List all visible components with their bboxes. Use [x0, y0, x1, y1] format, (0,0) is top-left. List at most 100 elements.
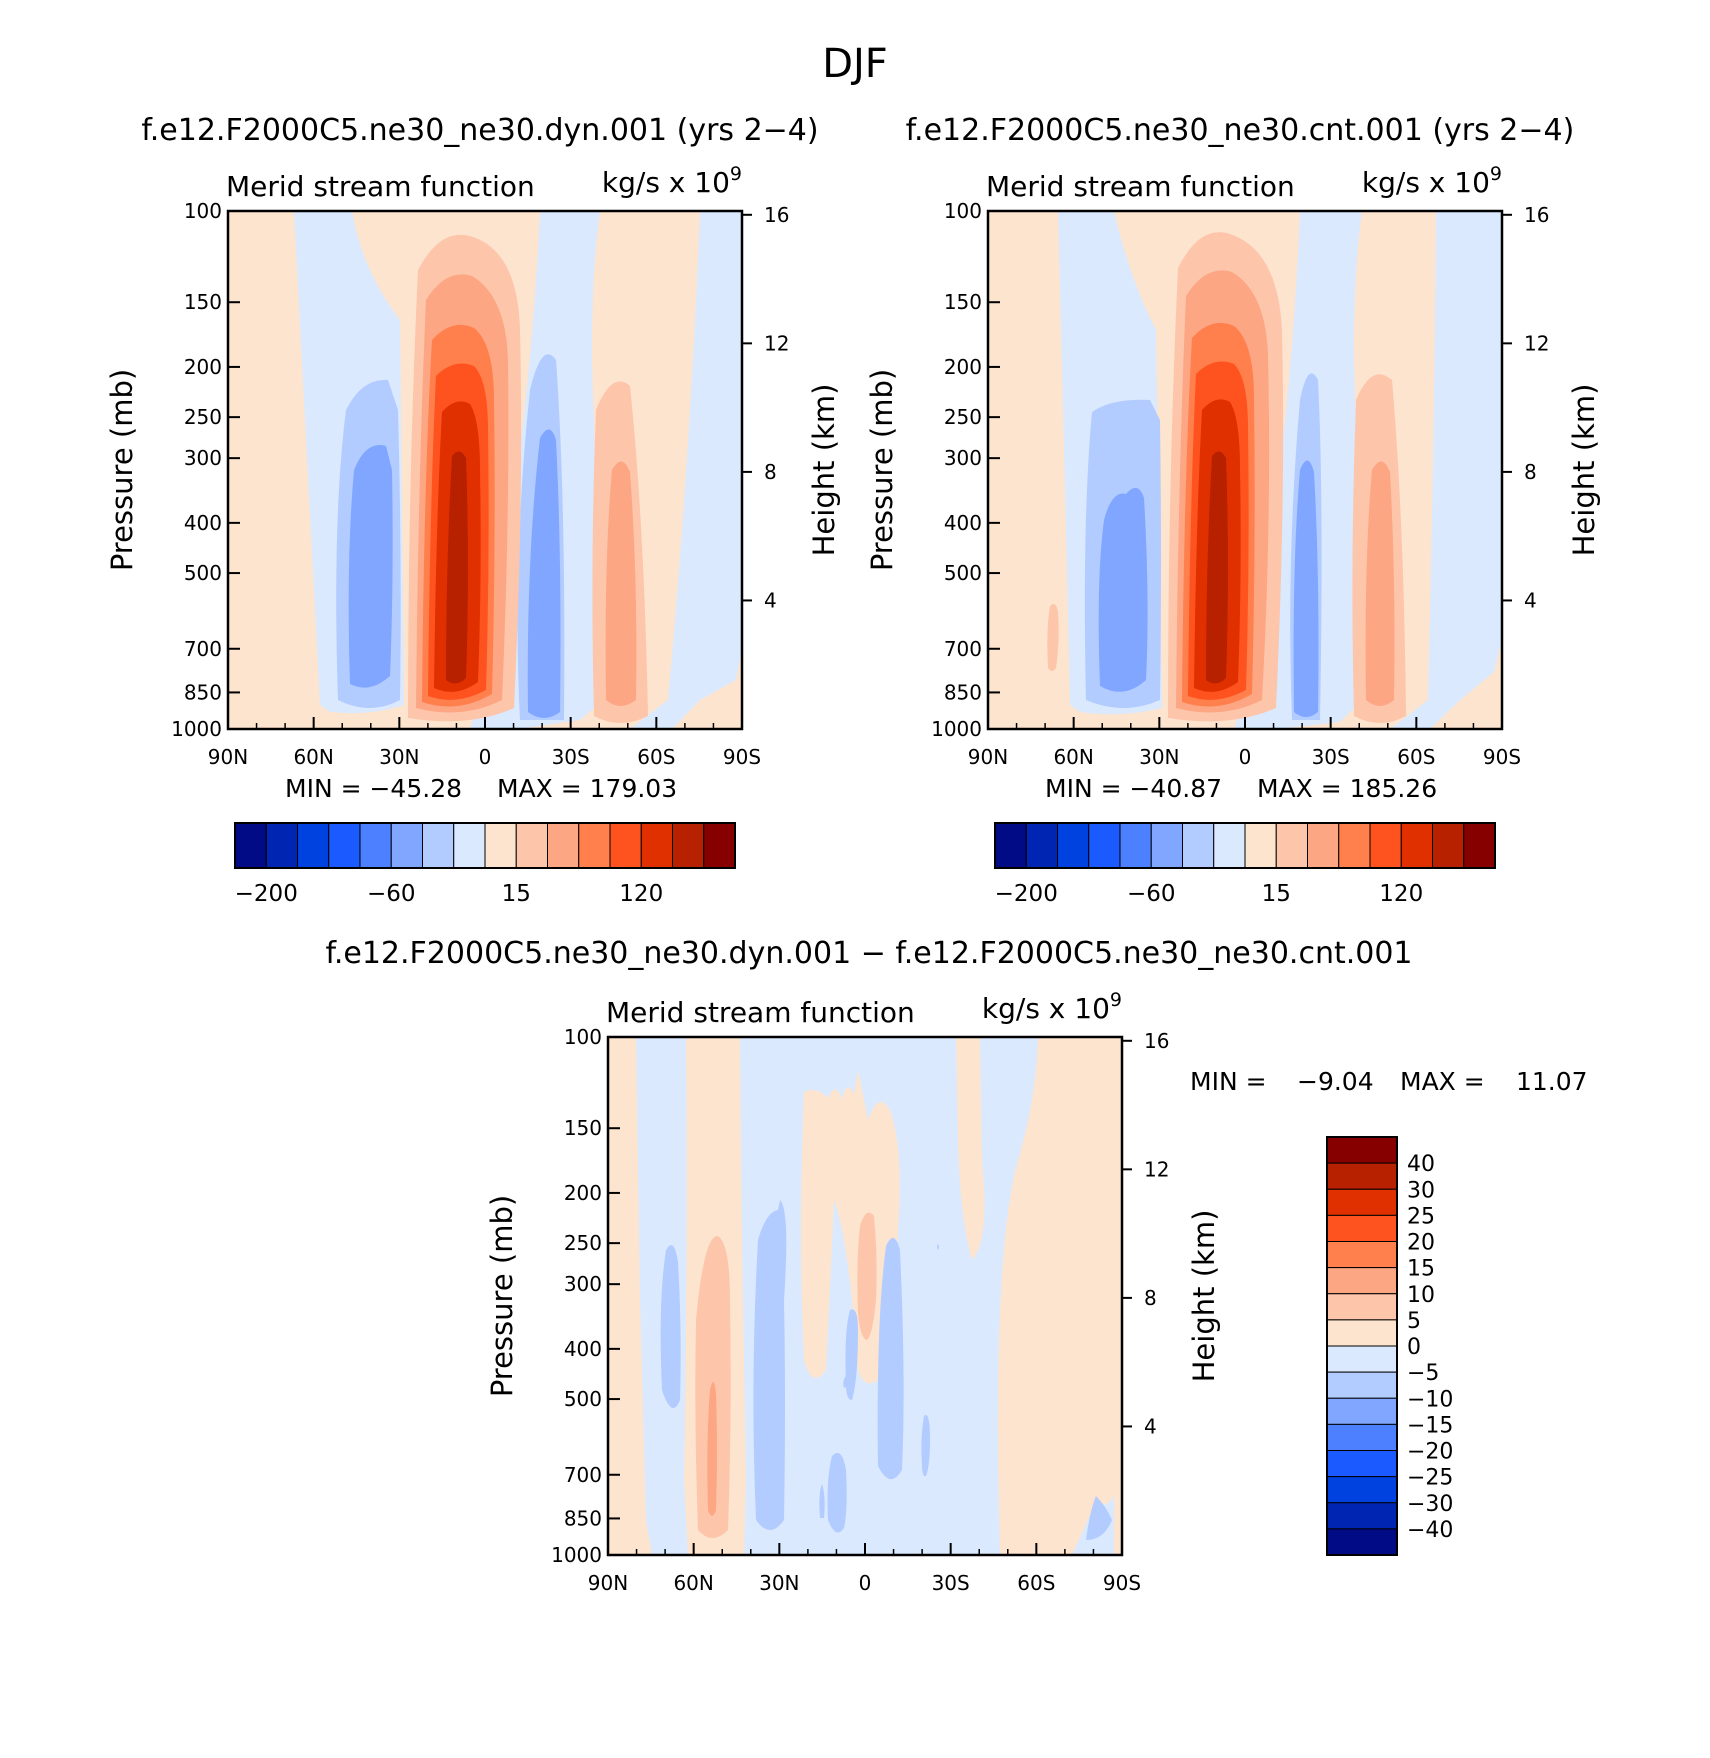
panel-cnt-title: f.e12.F2000C5.ne30_ne30.cnt.001 (yrs 2−4…: [906, 113, 1575, 148]
x-tick-label: 60S: [637, 745, 675, 769]
y-tick-label: 500: [944, 561, 982, 585]
contour-neg5-10: [921, 1415, 930, 1477]
y2-tick-label: 12: [764, 331, 789, 355]
x-tick-label: 90N: [968, 745, 1008, 769]
y2-tick-label: 8: [764, 460, 777, 484]
colorbar-label: −40: [1407, 1518, 1453, 1543]
y-tick-label: 100: [564, 1025, 602, 1049]
colorbar-swatch: [1326, 1136, 1398, 1164]
panel-dyn-y2label: Height (km): [807, 384, 841, 557]
colorbar-label: −25: [1407, 1466, 1453, 1491]
y-tick-label: 500: [564, 1387, 602, 1411]
contour-0-5: [1114, 1037, 1122, 1555]
panel-dyn-ylabel: Pressure (mb): [105, 369, 139, 571]
contour-neg-strong: [348, 445, 393, 688]
colorbar-swatch: [390, 822, 423, 869]
contour-neg5-10: [827, 1453, 847, 1533]
x-tick-label: 90S: [723, 745, 761, 769]
y-tick-label: 300: [944, 446, 982, 470]
y-tick-label: 250: [564, 1231, 602, 1255]
y-tick-label: 850: [184, 680, 222, 704]
colorbar-label: −10: [1407, 1387, 1453, 1412]
colorbar-swatch: [1326, 1162, 1398, 1190]
colorbar-swatch: [297, 822, 330, 869]
x-tick-label: 60S: [1017, 1571, 1055, 1595]
colorbar-swatch: [1326, 1293, 1398, 1321]
y2-tick-label: 4: [764, 588, 777, 612]
figure-title: DJF: [822, 41, 888, 87]
panel-diff-left-label: Merid stream function: [606, 996, 915, 1029]
panel-dyn-left-label: Merid stream function: [226, 170, 535, 203]
colorbar-swatch: [1326, 1345, 1398, 1373]
contour-0-5: [608, 1037, 652, 1555]
colorbar-swatch: [1326, 1241, 1398, 1269]
y-tick-label: 850: [564, 1506, 602, 1530]
contour-neg5-10: [877, 1237, 904, 1480]
y2-tick-label: 16: [764, 203, 789, 227]
colorbar-swatch: [1326, 1476, 1398, 1504]
y2-tick-label: 8: [1144, 1286, 1157, 1310]
colorbar-swatch: [1088, 822, 1121, 869]
x-tick-label: 60N: [673, 1571, 713, 1595]
y-tick-label: 150: [944, 290, 982, 314]
y-tick-label: 200: [184, 355, 222, 379]
colorbar-label: −200: [235, 881, 298, 907]
y-tick-label: 400: [564, 1337, 602, 1361]
colorbar-label: 120: [1379, 881, 1423, 907]
y-tick-label: 1000: [931, 717, 982, 741]
colorbar-label: −60: [367, 881, 416, 907]
colorbar-swatch: [265, 822, 298, 869]
contour-neg5-10: [660, 1245, 681, 1408]
contour-neg-strong: [527, 429, 561, 718]
colorbar-swatch: [515, 822, 548, 869]
colorbar-label: 5: [1407, 1309, 1421, 1334]
panel-cnt-left-label: Merid stream function: [986, 170, 1295, 203]
y-tick-label: 300: [184, 446, 222, 470]
panel-cnt-y2label: Height (km): [1567, 384, 1601, 557]
colorbar-swatch: [234, 822, 267, 869]
panel-dyn-max-label: MAX = 179.03: [497, 774, 677, 803]
colorbar-label: −20: [1407, 1440, 1453, 1465]
colorbar-swatch: [1326, 1423, 1398, 1451]
y-tick-label: 850: [944, 680, 982, 704]
contour-pos-peak: [1206, 451, 1228, 684]
colorbar-label: −60: [1127, 881, 1176, 907]
colorbar-swatch: [703, 822, 736, 869]
y-tick-label: 200: [944, 355, 982, 379]
panel-diff-right-label: kg/s x 109: [982, 989, 1122, 1025]
colorbar-label: −200: [995, 881, 1058, 907]
colorbar-swatch: [1307, 822, 1340, 869]
panel-dyn-axes: 100 150 200 250 300 400 500 700 850 1000 90N 60N 30N…: [171, 199, 789, 769]
contour-neg-light: [630, 211, 742, 729]
colorbar-swatch: [609, 822, 642, 869]
contour-pos-mid: [1365, 461, 1395, 706]
colorbar-swatch: [1326, 1450, 1398, 1478]
colorbar-label: 20: [1407, 1231, 1435, 1256]
colorbar-swatch: [1025, 822, 1058, 869]
contour-neg5-10: [819, 1484, 825, 1518]
colorbar-swatch: [1119, 822, 1152, 869]
y-tick-label: 100: [944, 199, 982, 223]
x-tick-label: 30S: [552, 745, 590, 769]
panel-cnt-ylabel: Pressure (mb): [865, 369, 899, 571]
colorbar-label: 10: [1407, 1283, 1435, 1308]
x-tick-label: 0: [1239, 745, 1252, 769]
panel-cnt-axes: 100 150 200 250 300 400 500 700 850 1000 90N 60N 30N…: [931, 199, 1549, 769]
x-tick-label: 30N: [759, 1571, 799, 1595]
panel-diff-y2label: Height (km): [1187, 1210, 1221, 1383]
colorbar-swatch: [1463, 822, 1496, 869]
panel-cnt-min-label: MIN = −40.87: [1045, 774, 1222, 803]
y-tick-label: 700: [184, 637, 222, 661]
contour-neg5-10: [1086, 1496, 1112, 1540]
y-tick-label: 700: [564, 1463, 602, 1487]
colorbar-swatch: [1182, 822, 1215, 869]
colorbar-swatch: [1326, 1319, 1398, 1347]
colorbar-swatch: [328, 822, 361, 869]
colorbar-label: 15: [1407, 1257, 1435, 1282]
x-tick-label: 0: [859, 1571, 872, 1595]
contour-neg5-10: [845, 1309, 858, 1400]
panel-cnt-right-label: kg/s x 109: [1362, 163, 1502, 199]
colorbar-label: 40: [1407, 1152, 1435, 1177]
colorbar-swatch: [1338, 822, 1371, 869]
y-tick-label: 100: [184, 199, 222, 223]
